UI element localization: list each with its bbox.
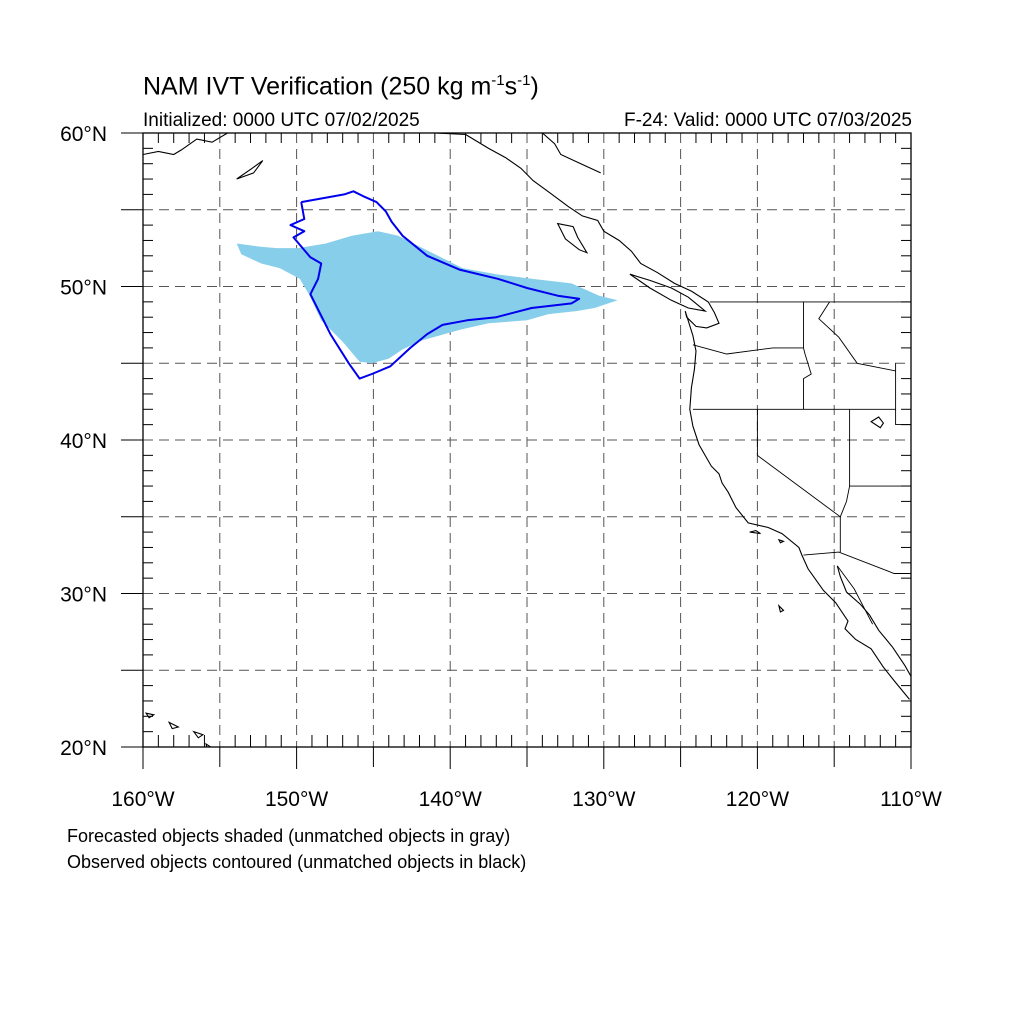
- coastlines: [143, 133, 911, 747]
- island-outline: [556, 222, 589, 254]
- coastline-gulf-of-california: [836, 565, 911, 677]
- political-borders: [434, 133, 911, 625]
- boundary-line: [818, 301, 896, 372]
- longitude-label: 130°W: [572, 788, 635, 811]
- longitude-label: 160°W: [111, 788, 174, 811]
- island-outline: [870, 416, 885, 429]
- boundary-line: [839, 409, 851, 517]
- valid-time: F-24: Valid: 0000 UTC 07/03/2025: [624, 110, 912, 131]
- axis-labels: 160°W 150°W 140°W 130°W 120°W 110°W 20°N 30°N 40…: [60, 123, 942, 811]
- island-outline: [777, 604, 785, 613]
- boundary-line: [836, 565, 873, 625]
- longitude-label: 140°W: [419, 788, 482, 811]
- coastline-alaska: [143, 133, 228, 156]
- longitude-label: 120°W: [726, 788, 789, 811]
- boundary-line: [803, 301, 806, 355]
- latitude-label: 20°N: [60, 737, 107, 760]
- caption-observed: Observed objects contoured (unmatched ob…: [67, 852, 527, 872]
- boundary-line: [803, 353, 812, 410]
- initialized-time: Initialized: 0000 UTC 07/02/2025: [143, 110, 420, 131]
- observed-ivt-contour: [289, 190, 581, 380]
- forecast-ivt-object: [236, 231, 618, 364]
- latitude-label: 30°N: [60, 584, 107, 607]
- observed-objects: [289, 190, 581, 380]
- boundary-line: [692, 344, 804, 355]
- latitude-label: 60°N: [60, 123, 107, 146]
- latitude-label: 40°N: [60, 430, 107, 453]
- island-outline: [777, 538, 785, 544]
- boundary-line: [803, 551, 911, 574]
- longitude-label: 110°W: [880, 788, 942, 811]
- island-outline: [144, 712, 156, 719]
- forecast-objects: [236, 231, 618, 364]
- map-title: NAM IVT Verification (250 kg m-1s-1): [143, 72, 539, 101]
- axis-ticks: [121, 132, 912, 769]
- latitude-label: 50°N: [60, 277, 107, 300]
- island-outline: [629, 273, 708, 313]
- graticule: [143, 133, 911, 747]
- island-outline: [167, 721, 180, 730]
- longitude-label: 150°W: [265, 788, 328, 811]
- island-outline: [192, 730, 205, 739]
- coastline-inland-passage: [542, 133, 601, 174]
- island-outline: [749, 530, 761, 535]
- coastline-north-america: [465, 134, 910, 700]
- caption-forecast: Forecasted objects shaded (unmatched obj…: [67, 826, 511, 846]
- boundary-line: [756, 409, 841, 553]
- island-outline: [236, 160, 264, 180]
